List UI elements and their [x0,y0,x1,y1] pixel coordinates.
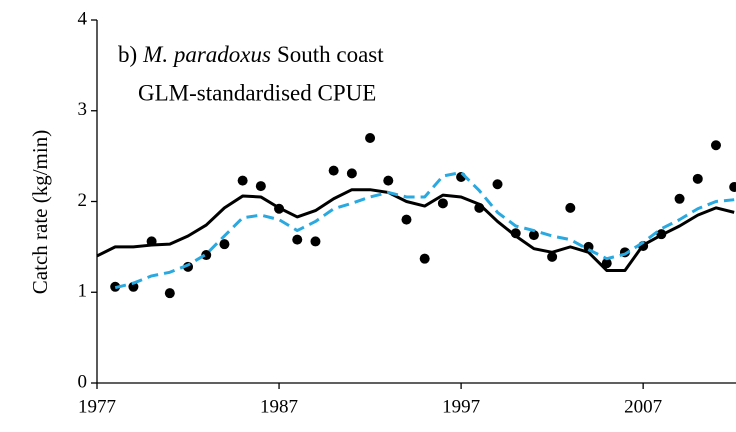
panel-label: b) [118,42,137,67]
x-tick-label: 1997 [442,396,480,417]
chart-title: b) M. paradoxus South coast [118,42,384,67]
data-point [237,175,248,186]
data-point [674,193,685,204]
data-point [310,236,321,247]
dashed-line [114,170,735,290]
data-point [547,251,558,262]
data-point [492,179,503,190]
data-point [729,181,736,192]
y-axis-title: Catch rate (kg/min) [28,130,52,294]
data-point [365,132,376,143]
species: M. paradoxus [142,42,271,67]
x-tick-label: 1977 [78,396,116,417]
data-point [383,175,394,186]
y-tick-label: 4 [78,8,88,29]
data-point [710,140,721,151]
data-point [255,181,266,192]
solid-line [96,188,735,272]
data-point [528,230,539,241]
data-point [565,202,576,213]
y-tick-label: 3 [78,99,88,120]
data-point [692,173,703,184]
x-tick-label: 2007 [624,396,662,417]
data-point [201,250,212,261]
data-point [401,214,412,225]
chart-subtitle: GLM-standardised CPUE [138,80,376,105]
data-point [128,281,139,292]
data-point [437,198,448,209]
data-point [164,288,175,299]
y-tick-label: 1 [78,281,88,302]
data-point [183,261,194,272]
region: South coast [277,42,384,67]
data-point [419,253,430,264]
x-tick-label: 1987 [260,396,298,417]
data-point [219,239,230,250]
data-point [328,165,339,176]
data-point [346,168,357,179]
y-tick-label: 2 [78,190,88,211]
data-point [292,234,303,245]
y-tick-label: 0 [78,371,88,392]
data-point [601,258,612,269]
